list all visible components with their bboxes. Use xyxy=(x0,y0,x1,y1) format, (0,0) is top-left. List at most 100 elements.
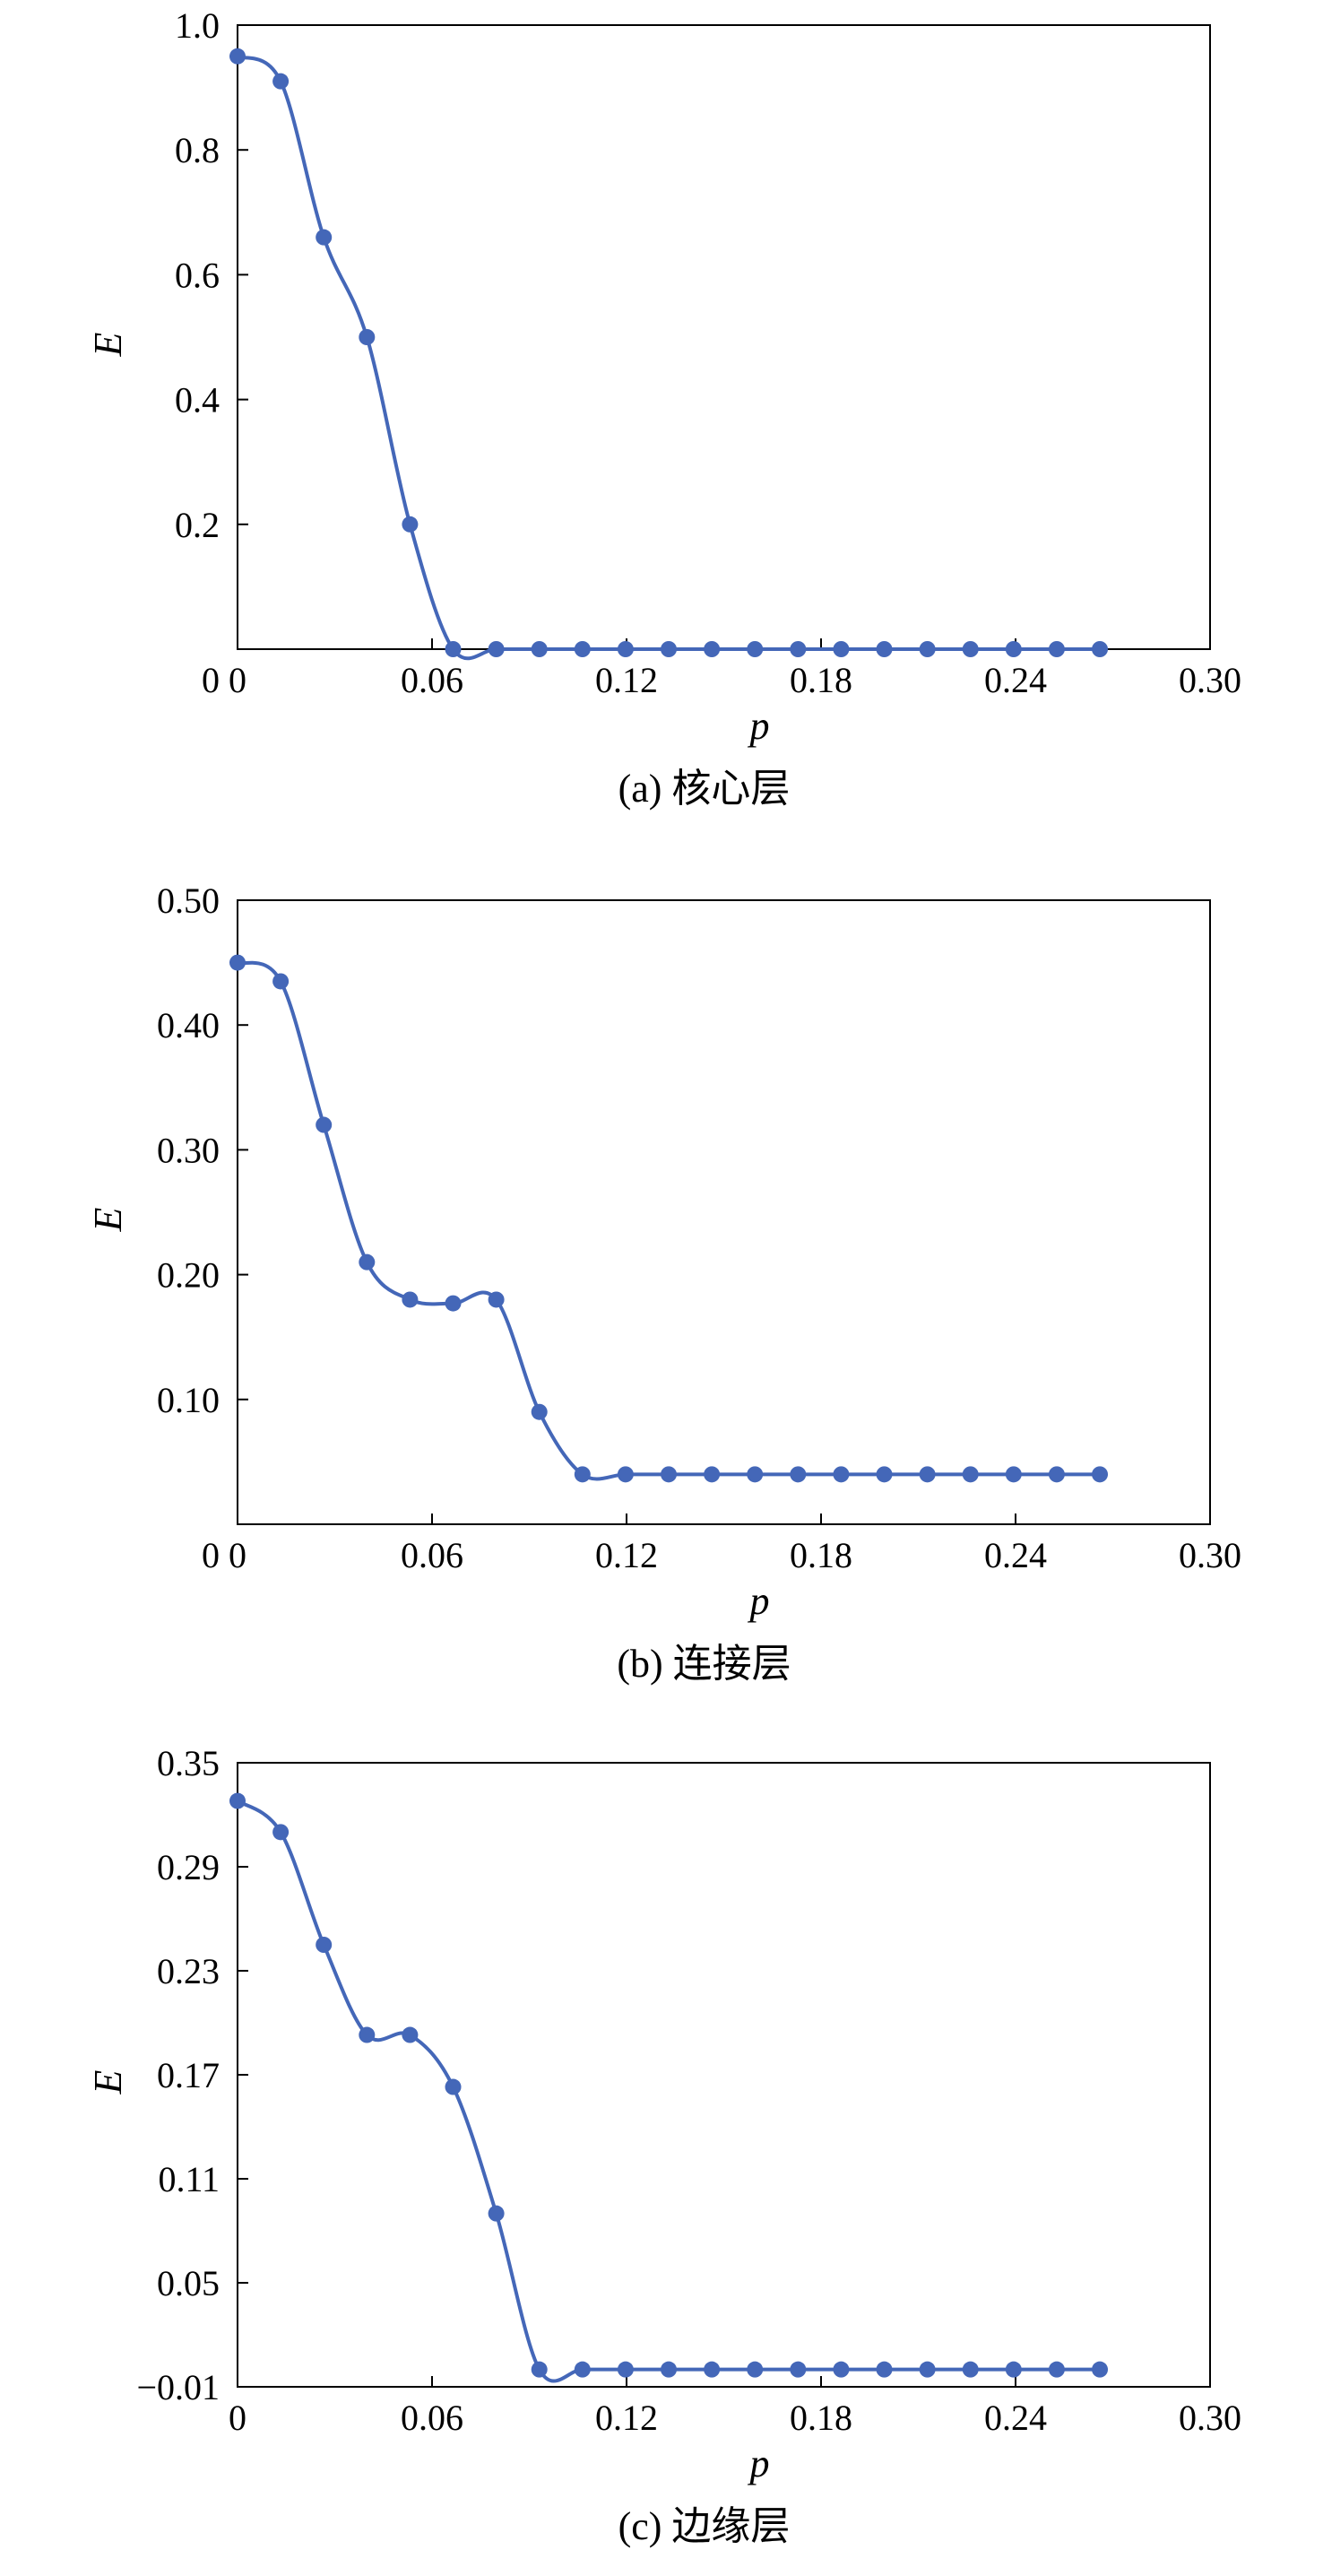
x-tick-label-a: 0.18 xyxy=(790,660,852,700)
data-point-c xyxy=(876,2361,893,2378)
origin-label-b: 0 xyxy=(202,1535,220,1575)
data-point-a xyxy=(272,73,290,90)
x-tick-label-c: 0.30 xyxy=(1179,2398,1241,2438)
data-point-b xyxy=(919,1466,936,1483)
x-tick-label-b: 0.30 xyxy=(1179,1535,1241,1575)
data-point-c xyxy=(833,2361,850,2378)
y-axis-label-b: E xyxy=(86,1207,130,1232)
y-axis-label-a: E xyxy=(86,332,130,357)
y-axis-label-c: E xyxy=(86,2069,130,2095)
panel-caption-c: (c) 边缘层 xyxy=(618,2504,791,2548)
data-point-b xyxy=(704,1466,721,1483)
data-point-a xyxy=(919,641,936,657)
x-tick-label-a: 0.24 xyxy=(984,660,1047,700)
x-tick-label-b: 0.12 xyxy=(595,1535,658,1575)
x-axis-label-b: p xyxy=(748,1579,770,1623)
data-point-a xyxy=(617,641,634,657)
data-point-b xyxy=(1005,1466,1022,1483)
data-point-a xyxy=(445,641,462,657)
y-tick-label-c: 0.23 xyxy=(157,1951,220,1991)
y-tick-label-b: 0.50 xyxy=(157,880,220,921)
data-point-b xyxy=(790,1466,807,1483)
x-tick-label-b: 0 xyxy=(229,1535,246,1575)
plot-frame-b xyxy=(237,899,1211,1525)
y-tick-label-a: 0.2 xyxy=(175,505,220,545)
data-point-c xyxy=(747,2361,764,2378)
y-tick-label-a: 0.6 xyxy=(175,255,220,295)
data-point-c xyxy=(661,2361,678,2378)
data-point-a xyxy=(747,641,764,657)
panel-a: 0 0.06 0.12 0.18 0.24 0.30 0.2 0.4 0.6 0.8 1.0 0 p E (… xyxy=(86,5,1241,811)
x-tick-label-c: 0.24 xyxy=(984,2398,1047,2438)
y-tick-label-a: 0.4 xyxy=(175,380,220,421)
data-point-c xyxy=(574,2361,591,2378)
plot-frame-c xyxy=(237,1762,1211,2388)
data-point-a xyxy=(488,641,505,657)
x-tick-label-b: 0.24 xyxy=(984,1535,1047,1575)
x-axis-label-c: p xyxy=(748,2442,770,2485)
data-point-b xyxy=(272,973,290,990)
x-axis-label-a: p xyxy=(748,704,770,748)
panel-b: 0 0.06 0.12 0.18 0.24 0.30 0.10 0.20 0.30 0.40 0.5… xyxy=(86,880,1241,1686)
y-tick-label-b: 0.20 xyxy=(157,1255,220,1296)
data-point-a xyxy=(661,641,678,657)
y-tick-label-b: 0.40 xyxy=(157,1005,220,1045)
data-point-b xyxy=(876,1466,893,1483)
y-tick-label-c: 0.17 xyxy=(157,2055,220,2095)
data-point-a xyxy=(402,516,419,533)
x-tick-label-c: 0 xyxy=(229,2398,246,2438)
x-tick-label-a: 0.30 xyxy=(1179,660,1241,700)
data-point-b xyxy=(316,1116,333,1133)
series-line-b xyxy=(237,960,1101,1481)
data-point-a xyxy=(1092,641,1109,657)
data-point-c xyxy=(1092,2361,1109,2378)
data-point-a xyxy=(833,641,850,657)
data-point-a xyxy=(574,641,591,657)
data-point-c xyxy=(919,2361,936,2378)
data-point-b xyxy=(531,1403,548,1420)
data-point-c xyxy=(229,1792,246,1809)
panel-c: 0 0.06 0.12 0.18 0.24 0.30 −0.01 0.05 0.11 0.17 0.… xyxy=(86,1743,1241,2548)
x-tick-label-b: 0.06 xyxy=(401,1535,463,1575)
plot-frame-a xyxy=(237,24,1211,650)
x-tick-label-c: 0.06 xyxy=(401,2398,463,2438)
data-point-a xyxy=(531,641,548,657)
x-tick-label-c: 0.18 xyxy=(790,2398,852,2438)
y-tick-label-c: 0.05 xyxy=(157,2263,220,2303)
x-tick-label-c: 0.12 xyxy=(595,2398,658,2438)
x-tick-label-a: 0 xyxy=(229,660,246,700)
data-point-b xyxy=(445,1295,462,1312)
data-point-c xyxy=(402,2026,419,2043)
data-point-a xyxy=(1048,641,1065,657)
data-point-a xyxy=(876,641,893,657)
y-tick-label-c: 0.29 xyxy=(157,1847,220,1887)
y-tick-label-c: −0.01 xyxy=(136,2367,220,2407)
y-tick-label-a: 1.0 xyxy=(175,5,220,46)
x-tick-label-a: 0.06 xyxy=(401,660,463,700)
y-tick-label-c: 0.35 xyxy=(157,1743,220,1783)
data-point-b xyxy=(617,1466,634,1483)
data-point-b xyxy=(574,1466,591,1483)
data-point-c xyxy=(1048,2361,1065,2378)
data-point-c xyxy=(790,2361,807,2378)
data-point-b xyxy=(962,1466,979,1483)
panel-caption-b: (b) 连接层 xyxy=(617,1642,791,1686)
data-point-c xyxy=(1005,2361,1022,2378)
y-tick-label-a: 0.8 xyxy=(175,130,220,170)
data-point-c xyxy=(488,2205,505,2222)
data-point-b xyxy=(229,954,246,971)
data-point-c xyxy=(704,2361,721,2378)
data-point-a xyxy=(316,229,333,246)
data-point-c xyxy=(316,1937,333,1953)
data-point-c xyxy=(359,2026,376,2043)
data-point-a xyxy=(229,48,246,65)
data-point-b xyxy=(833,1466,850,1483)
data-point-a xyxy=(359,329,376,345)
series-line-a xyxy=(237,54,1101,661)
data-point-b xyxy=(661,1466,678,1483)
data-point-a xyxy=(962,641,979,657)
data-point-c xyxy=(617,2361,634,2378)
data-point-c xyxy=(531,2361,548,2378)
data-point-b xyxy=(1048,1466,1065,1483)
